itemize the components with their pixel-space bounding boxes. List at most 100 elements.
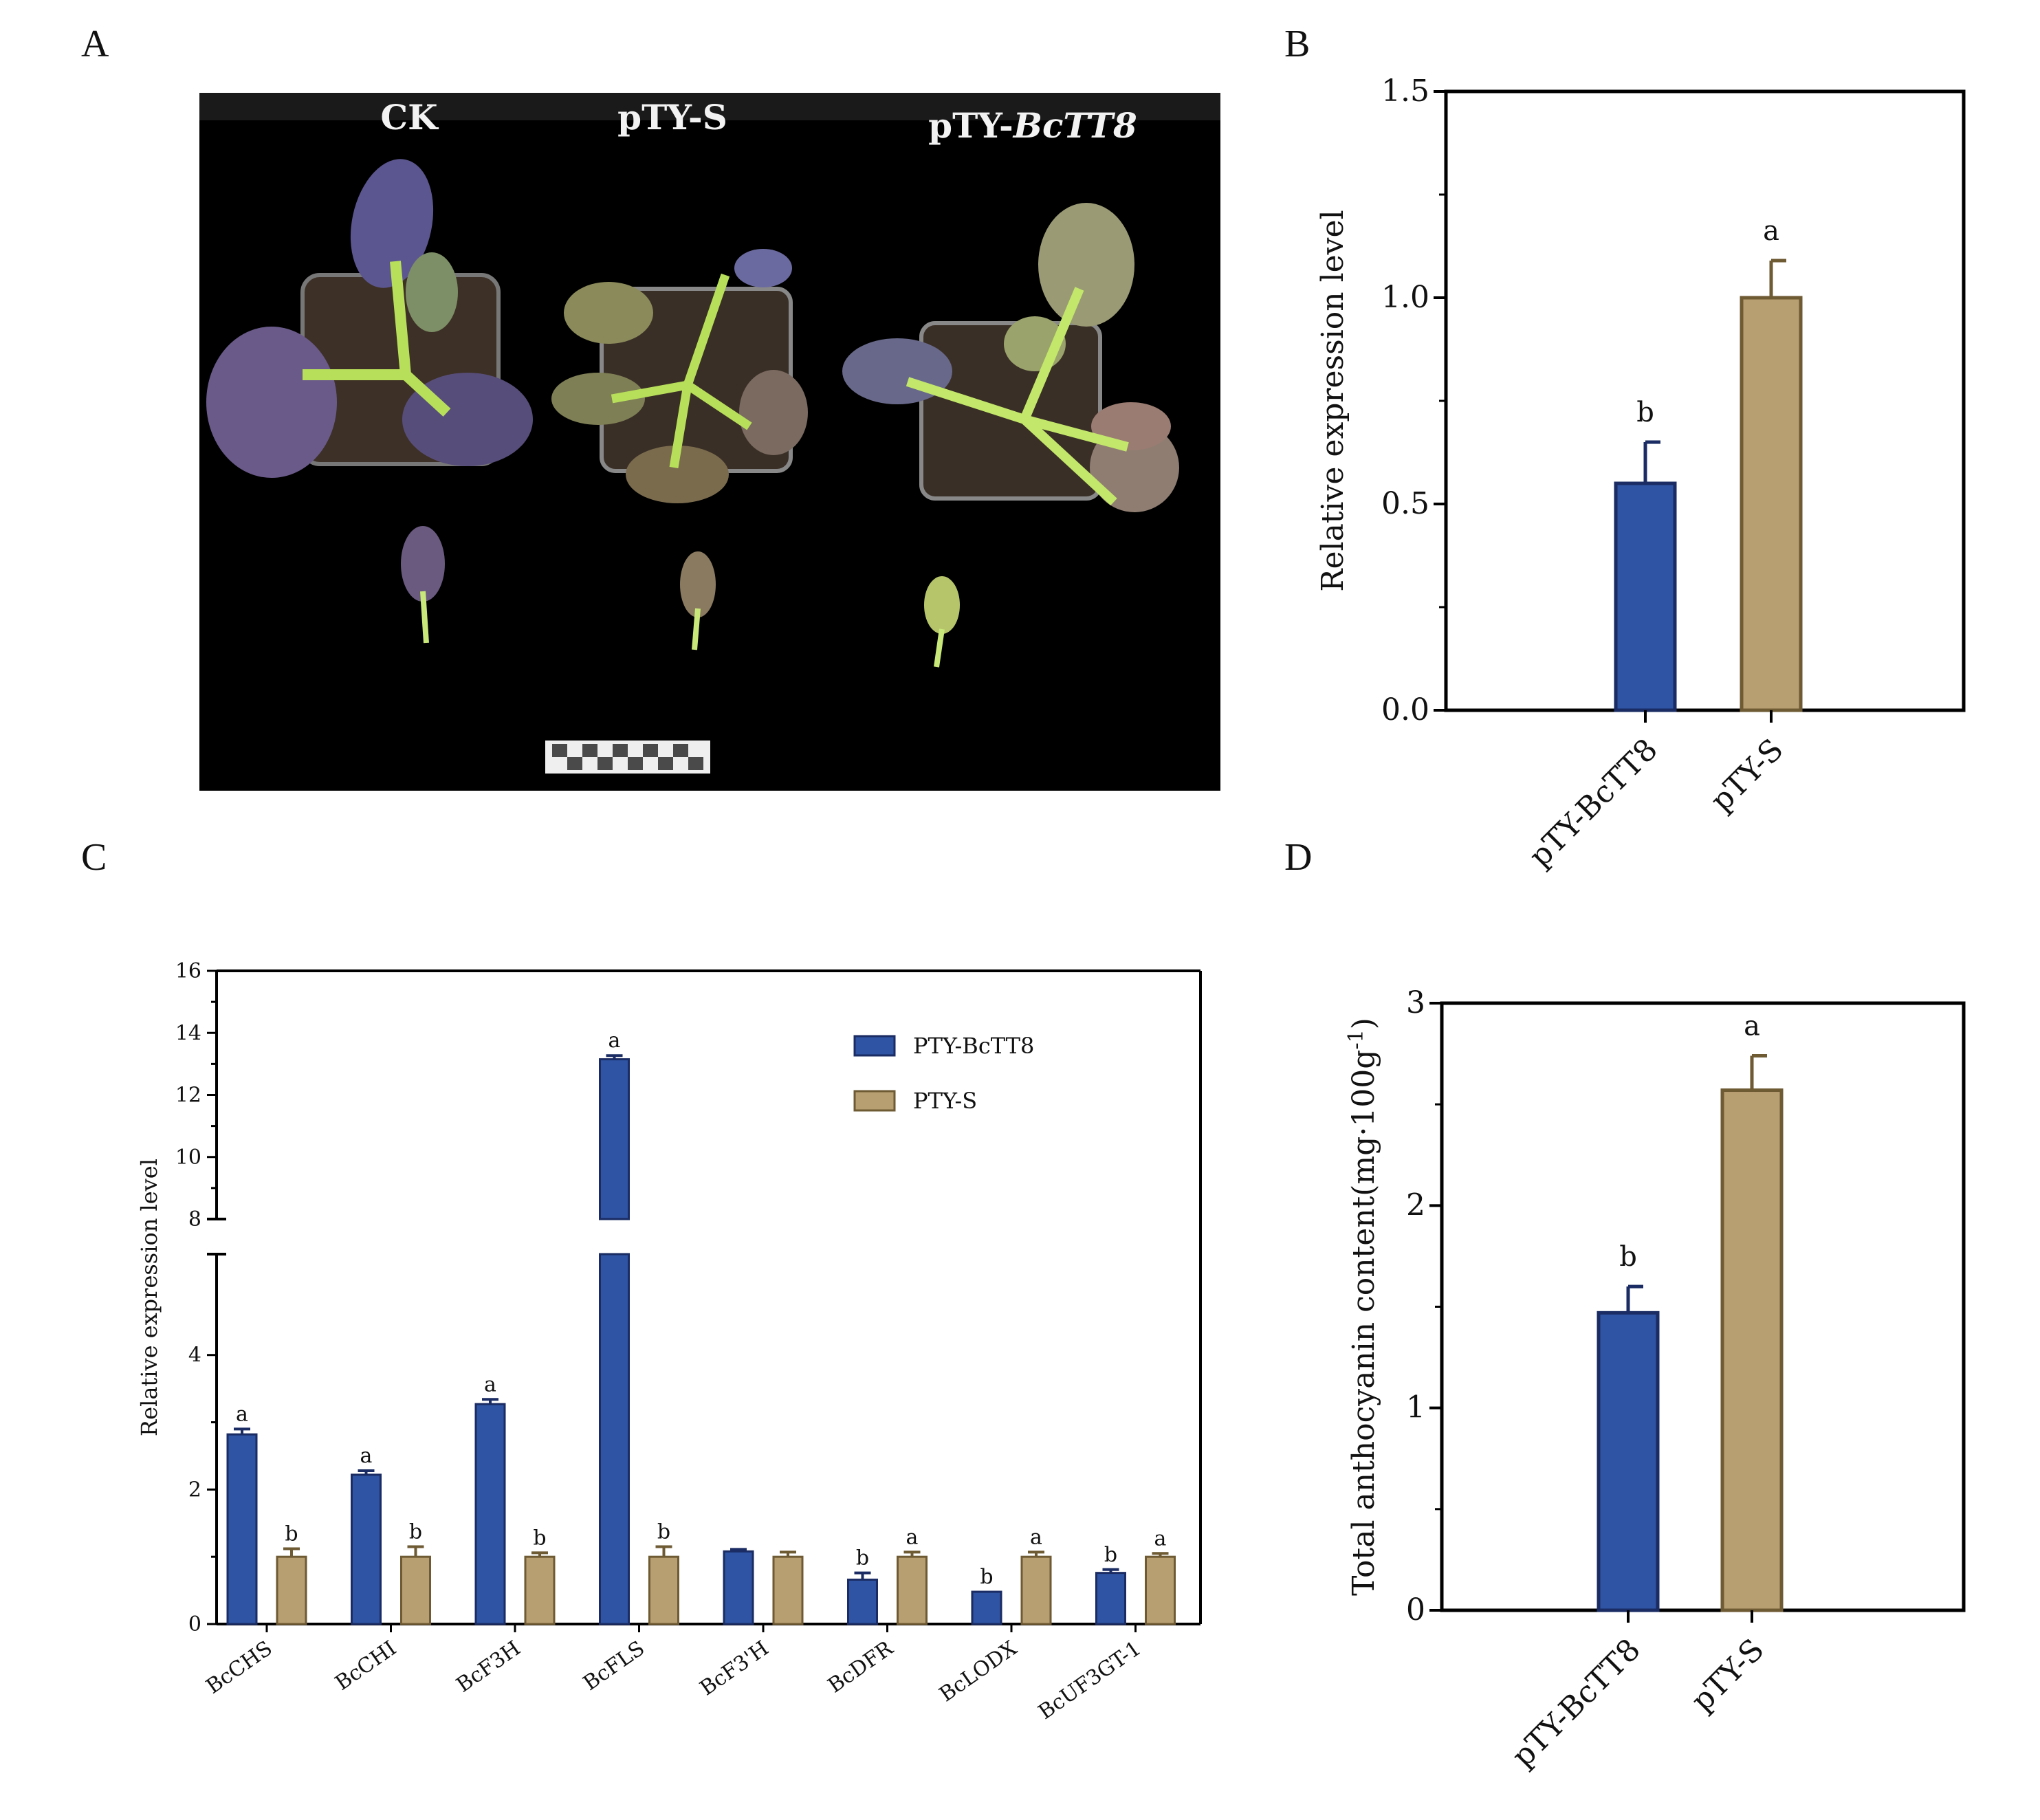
significance-label: b	[1104, 1543, 1117, 1567]
legend-swatch-pty-bctt8	[853, 1035, 896, 1057]
bar-pty-bctt8-bcf3-h	[723, 1550, 754, 1625]
photo-label-gene: BcTT8	[1012, 105, 1137, 146]
y-tick-label: 0	[1406, 1592, 1425, 1627]
x-tick-label: BcUF3GT-1	[1034, 1636, 1145, 1724]
y-tick-label: 10	[175, 1145, 201, 1170]
pty-s-leaf	[564, 282, 653, 344]
ck-leaf	[406, 252, 458, 332]
photo-label-pty-s: pTY-S	[617, 97, 727, 138]
pty-bctt8-detached-petiole	[934, 628, 945, 668]
photo-top-strip	[199, 93, 1220, 120]
significance-label: b	[285, 1522, 298, 1546]
y-tick-label: 1.0	[1381, 280, 1429, 315]
significance-label: a	[1763, 215, 1779, 247]
scale-bar-square	[658, 757, 673, 770]
y-tick-label: 12	[175, 1084, 201, 1108]
scale-bar-square	[673, 744, 688, 757]
y-tick-label: 14	[175, 1021, 201, 1045]
pty-bctt8-stems	[906, 287, 1129, 506]
significance-label: b	[657, 1520, 670, 1544]
pty-s-detached-petiole	[692, 608, 701, 650]
y-tick-label: 3	[1406, 985, 1425, 1020]
bar-pty-s	[1720, 1088, 1784, 1612]
scale-bar-square	[582, 744, 597, 757]
bar-pty-bctt8-bclodx	[971, 1590, 1002, 1625]
x-tick-label: BcFLS	[579, 1636, 649, 1696]
y-tick-label: 1	[1406, 1390, 1425, 1425]
chart-c: 0 2 4 8 10 12 14 16 Relative expression level a b B…	[136, 959, 1202, 1724]
significance-label: b	[533, 1526, 546, 1550]
y-tick-label: 2	[1406, 1187, 1425, 1223]
chart-b: 0.0 0.5 1.0 1.5 b pTY-BcTT8 a pTY-S Relative exp…	[1315, 74, 1966, 874]
scale-bar	[545, 741, 710, 774]
y-axis-title-unit-exponent: -1	[1344, 1029, 1368, 1049]
bar-pty-s-bcdfr	[897, 1555, 928, 1625]
photo-label-prefix: pTY-	[928, 105, 1013, 146]
legend-label-pty-s: PTY-S	[913, 1088, 977, 1114]
y-tick-label: 16	[175, 959, 201, 983]
x-tick-label: pTY-S	[1685, 1632, 1771, 1719]
bar-pty-s-bcchi	[400, 1555, 431, 1625]
plant-photo: CK pTY-S pTY-BcTT8	[199, 93, 1220, 791]
bar-pty-bctt8-bcfls-lower	[599, 1253, 630, 1625]
bar-pty-bctt8-bcdfr	[847, 1578, 878, 1625]
x-tick-label: BcLODX	[935, 1636, 1022, 1707]
legend-swatch-pty-s	[853, 1090, 896, 1112]
significance-label: a	[1154, 1526, 1167, 1550]
ck-plant	[206, 159, 533, 644]
ck-detached-leaf	[401, 526, 445, 602]
pty-s-leaf	[626, 446, 729, 503]
bar-pty-bctt8	[1614, 481, 1677, 712]
y-axis-title-end: )	[1346, 1018, 1381, 1029]
scale-bar-square	[643, 744, 658, 757]
x-tick-label: BcF3H	[452, 1636, 525, 1698]
significance-label: b	[980, 1565, 993, 1589]
pty-s-leaf	[551, 373, 645, 425]
ck-leaf	[350, 159, 434, 288]
pty-s-leaf	[734, 249, 792, 287]
significance-label: a	[1030, 1525, 1042, 1549]
significance-label: a	[484, 1372, 496, 1396]
bar-pty-bctt8-bcchi	[351, 1473, 382, 1625]
ck-leaf	[206, 327, 337, 478]
ck-stems	[303, 261, 451, 417]
scale-bar-square	[552, 744, 567, 757]
x-tick-label: BcF3'H	[696, 1636, 774, 1701]
significance-label: a	[360, 1444, 373, 1468]
y-tick-label: 0.5	[1381, 486, 1429, 521]
scale-bar-square	[597, 757, 613, 770]
bar-pty-bctt8-bcf3h	[474, 1403, 506, 1625]
scale-bar-square	[567, 757, 582, 770]
y-tick-label: 8	[188, 1207, 201, 1231]
x-tick-label: BcCHS	[202, 1636, 277, 1699]
y-axis-title-main: Total anthocyanin content(mg·100g	[1346, 1050, 1381, 1596]
bar-pty-s-bcf3h	[524, 1555, 556, 1625]
photo-label-ck: CK	[380, 97, 439, 138]
y-tick-label: 4	[188, 1344, 201, 1368]
significance-label: b	[409, 1520, 422, 1544]
legend-label-pty-bctt8: PTY-BcTT8	[913, 1033, 1034, 1059]
ck-detached-petiole	[420, 591, 429, 644]
y-tick-label: 0	[188, 1612, 201, 1636]
scale-bar-square	[613, 744, 628, 757]
bar-pty-s-bcf3-h	[772, 1555, 804, 1625]
bar-pty-bctt8-bcfls-upper	[599, 1058, 630, 1220]
pty-bctt8-leaf	[1038, 203, 1134, 327]
significance-label: a	[608, 1029, 621, 1053]
significance-label: a	[1744, 1011, 1760, 1042]
bar-pty-s	[1740, 296, 1803, 712]
panel-label-b: B	[1284, 23, 1310, 65]
panel-label-d: D	[1284, 836, 1312, 879]
y-tick-label: 1.5	[1381, 74, 1429, 109]
pty-s-detached-leaf	[680, 551, 716, 617]
chart-d: 0 1 2 3 b pTY-BcTT8 a pTY-S Total anthocyanin co…	[1344, 985, 1966, 1774]
pty-s-leaf	[739, 370, 808, 455]
significance-label: b	[1636, 397, 1654, 428]
scale-bar-square	[628, 757, 643, 770]
y-axis-title: Relative expression level	[1315, 210, 1350, 591]
panel-label-a: A	[81, 23, 109, 65]
panel-label-c: C	[81, 836, 107, 879]
bar-pty-s-bcchs	[276, 1555, 307, 1625]
scale-bar-square	[688, 757, 703, 770]
